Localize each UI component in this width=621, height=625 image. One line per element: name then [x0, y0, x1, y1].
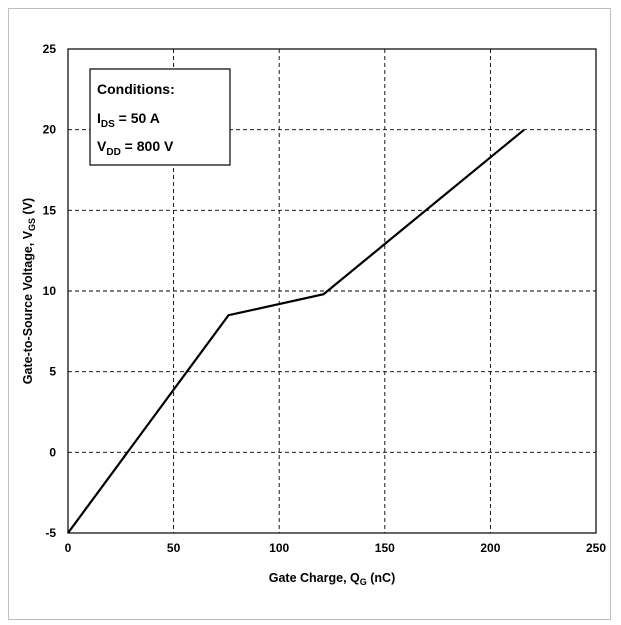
- x-tick-labels: 0 50 100 150 200 250: [65, 541, 607, 555]
- y-tick-label-6: 25: [43, 42, 57, 56]
- conditions-title: Conditions:: [97, 81, 175, 97]
- y-tick-label-1: 0: [49, 445, 56, 459]
- condition-ids: IDS = 50 A: [97, 110, 160, 130]
- x-tick-label-3: 150: [375, 541, 395, 555]
- y-tick-label-0: -5: [45, 526, 56, 540]
- x-tick-label-0: 0: [65, 541, 72, 555]
- y-tick-label-3: 10: [43, 284, 57, 298]
- condition-vdd: VDD = 800 V: [97, 138, 174, 158]
- y-tick-label-5: 20: [43, 123, 57, 137]
- x-tick-label-1: 50: [167, 541, 181, 555]
- conditions-box: Conditions: IDS = 50 A VDD = 800 V: [89, 68, 231, 166]
- x-axis-label: Gate Charge, QG (nC): [269, 571, 395, 587]
- y-tick-label-2: 5: [49, 365, 56, 379]
- y-tick-label-4: 15: [43, 203, 57, 217]
- x-tick-label-5: 250: [586, 541, 606, 555]
- y-axis-label: Gate-to-Source Voltage, VGS (V): [21, 198, 37, 384]
- plot-area-border: [67, 48, 597, 534]
- y-tick-labels: -5 0 5 10 15 20 25: [43, 42, 57, 540]
- x-tick-label-4: 200: [480, 541, 500, 555]
- series-line: [67, 128, 525, 534]
- x-tick-label-2: 100: [269, 541, 289, 555]
